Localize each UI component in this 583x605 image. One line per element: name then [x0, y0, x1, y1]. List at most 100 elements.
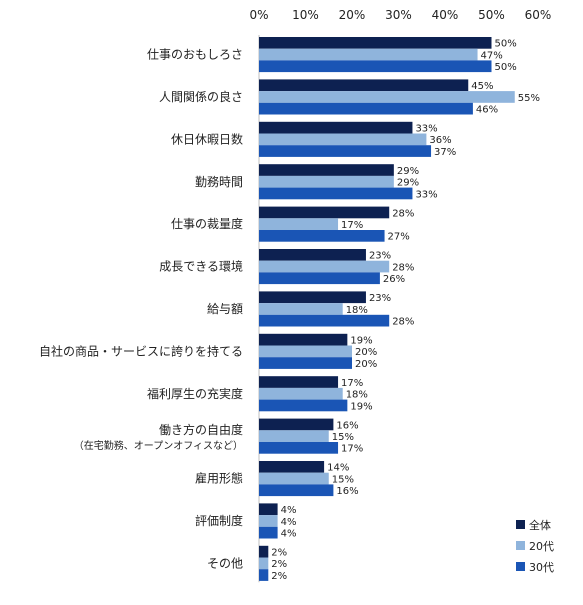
category-label: 自社の商品・サービスに誇りを持てる [39, 343, 243, 358]
bar [259, 133, 427, 146]
category-labels: 仕事のおもしろさ人間関係の良さ休日休暇日数勤務時間仕事の裁量度成長できる環境給与… [39, 48, 243, 571]
bar [259, 484, 334, 497]
bar [259, 387, 343, 400]
data-label: 23% [369, 251, 391, 262]
bar [259, 545, 269, 558]
category-label: 休日休暇日数 [171, 131, 243, 146]
category-label: 給与額 [207, 302, 243, 316]
bar [259, 557, 269, 570]
x-tick-label: 0% [249, 8, 268, 22]
data-label: 23% [369, 293, 391, 304]
bar [259, 230, 385, 242]
bar [259, 249, 366, 261]
bars [259, 37, 515, 581]
data-label: 4% [281, 529, 297, 540]
category-label: 仕事のおもしろさ [147, 48, 243, 62]
bar [259, 37, 492, 49]
data-label: 14% [327, 463, 349, 474]
bar [259, 515, 278, 527]
data-label: 17% [341, 220, 363, 231]
data-label: 4% [281, 517, 297, 528]
category-label: 福利厚生の充実度 [147, 386, 243, 401]
legend-label: 20代 [529, 540, 554, 553]
category-label: 仕事の裁量度 [171, 216, 243, 231]
bar [259, 48, 478, 61]
bar [259, 145, 432, 157]
legend-label: 30代 [529, 561, 554, 574]
bar [259, 79, 469, 92]
data-label: 26% [383, 274, 405, 285]
data-label: 19% [350, 336, 372, 347]
data-label: 29% [397, 178, 419, 189]
data-label: 15% [332, 432, 354, 443]
data-label: 33% [415, 189, 437, 200]
bar [259, 303, 343, 315]
data-label: 45% [471, 81, 493, 92]
bar [259, 187, 413, 200]
bar [259, 376, 339, 388]
bar [259, 314, 390, 327]
bar [259, 91, 515, 103]
data-label: 2% [271, 559, 287, 570]
x-tick-label: 40% [432, 8, 459, 22]
data-label: 27% [388, 232, 410, 243]
bar [259, 430, 329, 442]
bar [259, 272, 380, 285]
data-label: 20% [355, 359, 377, 370]
bar [259, 206, 390, 219]
data-label: 16% [336, 420, 358, 431]
data-label: 28% [392, 208, 414, 219]
x-tick-label: 50% [478, 8, 505, 22]
data-label: 29% [397, 166, 419, 177]
legend-swatch [516, 541, 525, 550]
category-label: 成長できる環境 [159, 259, 243, 274]
bar [259, 260, 390, 273]
data-label: 28% [392, 262, 414, 273]
data-label: 17% [341, 444, 363, 455]
data-label: 50% [495, 62, 517, 73]
x-tick-label: 60% [525, 8, 552, 22]
data-label: 17% [341, 378, 363, 389]
category-label: 評価制度 [195, 513, 243, 528]
data-label: 28% [392, 317, 414, 328]
bar [259, 442, 339, 454]
data-label: 20% [355, 347, 377, 358]
bar [259, 399, 348, 412]
category-label: 勤務時間 [195, 175, 243, 189]
data-label: 4% [281, 505, 297, 516]
category-sublabel: （在宅勤務、オープンオフィスなど） [74, 439, 243, 452]
bar [259, 461, 325, 473]
bar [259, 218, 339, 230]
bar [259, 164, 394, 176]
x-axis-ticks: 0% 10% 20% 30% 40% 50% 60% [249, 8, 551, 22]
bar [259, 175, 394, 188]
bar [259, 102, 473, 115]
category-label: 人間関係の良さ [159, 89, 243, 104]
category-label: その他 [207, 556, 243, 570]
bar [259, 291, 366, 304]
bar [259, 345, 352, 358]
data-label: 18% [346, 305, 368, 316]
data-label: 16% [336, 486, 358, 497]
x-tick-label: 10% [292, 8, 319, 22]
bar [259, 526, 278, 539]
bar [259, 418, 334, 431]
x-tick-label: 30% [385, 8, 412, 22]
bar [259, 60, 492, 73]
category-label: 雇用形態 [195, 471, 243, 486]
data-label: 33% [415, 124, 437, 135]
bar [259, 333, 348, 346]
x-tick-label: 20% [339, 8, 366, 22]
data-label: 2% [271, 548, 287, 559]
data-label: 55% [518, 93, 540, 104]
bar [259, 121, 413, 134]
data-label: 19% [350, 401, 372, 412]
data-label: 37% [434, 147, 456, 158]
data-label: 2% [271, 571, 287, 582]
data-label: 46% [476, 105, 498, 116]
bar [259, 357, 352, 369]
data-label: 15% [332, 474, 354, 485]
bar [259, 503, 278, 516]
bar [259, 569, 269, 581]
